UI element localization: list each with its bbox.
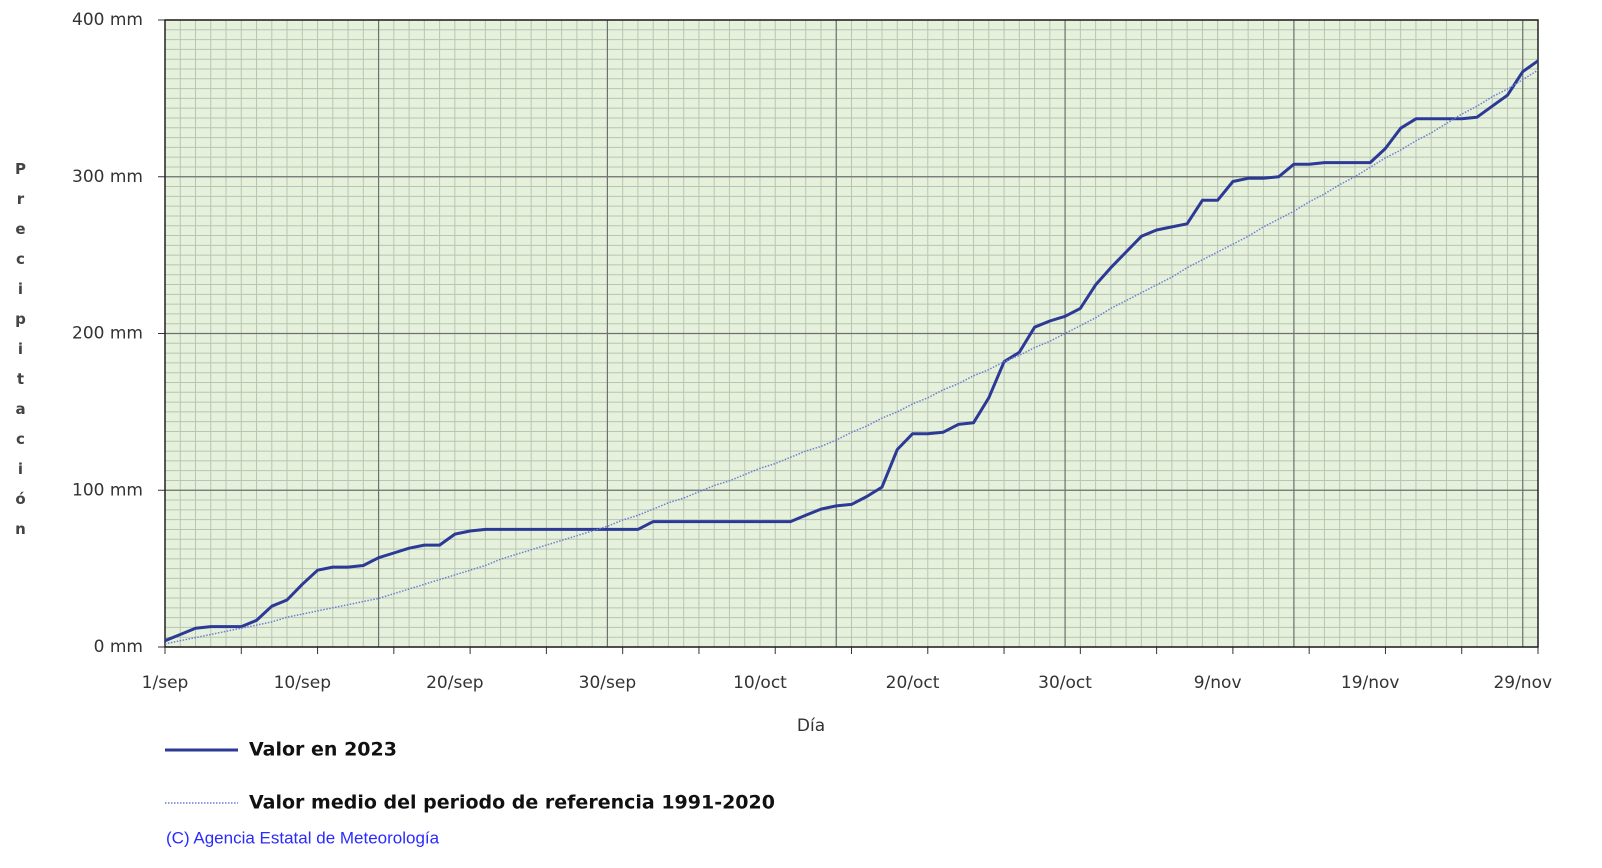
x-tick-label: 30/oct	[1038, 673, 1092, 693]
x-tick-label: 30/sep	[579, 673, 636, 693]
y-tick-label: 300 mm	[72, 167, 143, 187]
x-tick-label: 10/oct	[733, 673, 787, 693]
grid	[165, 19, 1538, 648]
y-tick-label: 100 mm	[72, 480, 143, 500]
x-tick-label: 1/sep	[142, 673, 189, 693]
legend-label: Valor en 2023	[249, 739, 397, 761]
credit: (C) Agencia Estatal de Meteorología	[166, 828, 440, 847]
x-axis-label: Día	[797, 716, 825, 736]
x-tick-label: 10/sep	[274, 673, 331, 693]
y-axis-label: Precipitación	[12, 160, 30, 550]
y-tick-label: 0 mm	[94, 637, 143, 657]
series-line	[164, 69, 1539, 645]
plot-frame	[164, 19, 1539, 648]
y-tick-label: 200 mm	[72, 324, 143, 344]
legend-label: Valor medio del periodo de referencia 19…	[249, 792, 775, 814]
x-tick-label: 20/sep	[426, 673, 483, 693]
x-tick-label: 19/nov	[1341, 673, 1400, 693]
y-tick-label: 400 mm	[72, 10, 143, 30]
series-line	[164, 59, 1539, 643]
x-tick-label: 20/oct	[886, 673, 940, 693]
x-tick-label: 29/nov	[1493, 673, 1552, 693]
x-tick-label: 9/nov	[1194, 673, 1242, 693]
